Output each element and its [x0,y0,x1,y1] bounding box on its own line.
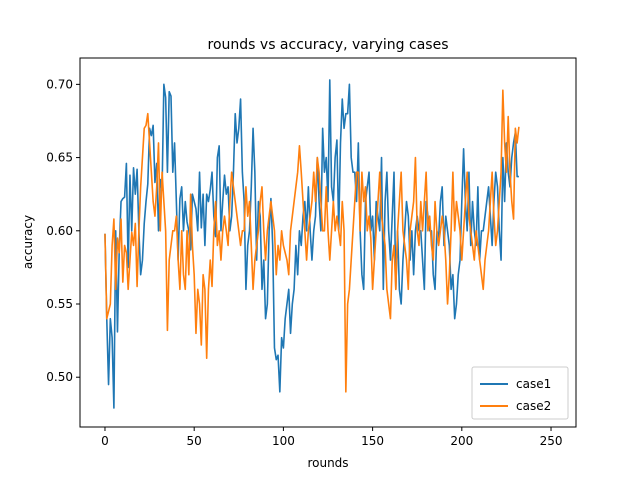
legend: case1 case2 [472,367,568,419]
series-line-case1 [105,80,519,408]
y-tick-label: 0.70 [46,77,73,91]
x-tick-label: 0 [101,434,109,448]
y-tick-label: 0.60 [46,224,73,238]
x-tick-label: 250 [540,434,563,448]
y-tick-label: 0.50 [46,370,73,384]
x-tick-label: 50 [187,434,202,448]
y-axis-label: accuracy [21,215,35,269]
y-tick-label: 0.55 [46,297,73,311]
chart-title: rounds vs accuracy, varying cases [208,37,449,53]
x-tick-label: 100 [272,434,295,448]
legend-label-case2: case2 [516,399,551,413]
x-tick-label: 200 [450,434,473,448]
series-layer [105,80,519,408]
x-tick-label: 150 [361,434,384,448]
legend-label-case1: case1 [516,377,551,391]
x-axis-label: rounds [307,456,348,470]
y-tick-label: 0.65 [46,151,73,165]
